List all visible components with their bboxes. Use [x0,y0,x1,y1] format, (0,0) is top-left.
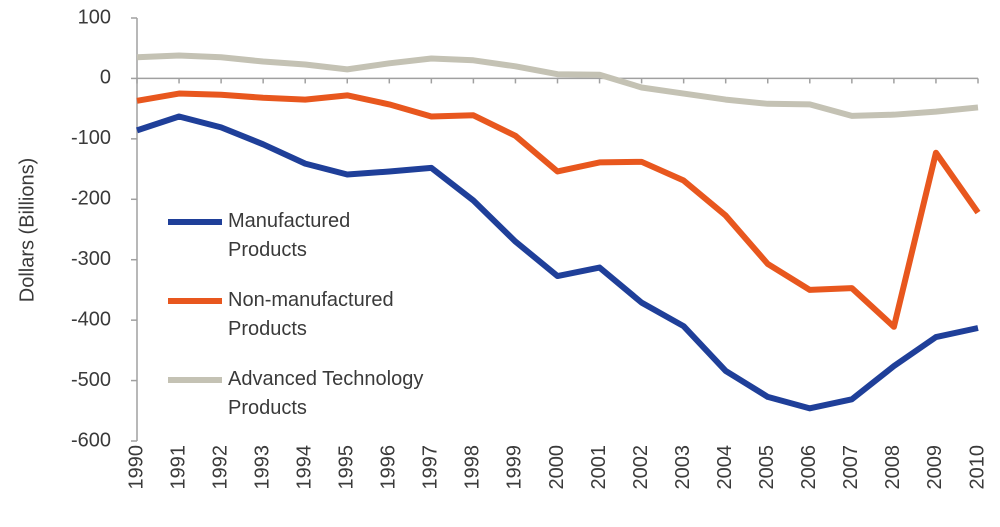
legend-label: Advanced Technology Products [228,368,429,419]
x-tick-label: 1992 [209,445,231,490]
x-tick-label: 1997 [420,445,442,490]
x-tick-label: 2007 [840,445,862,490]
x-tick-label: 1995 [336,445,358,490]
y-tick-label: 100 [78,6,111,28]
x-tick-label: 2004 [714,445,736,490]
y-tick-label: -500 [71,369,111,391]
x-tick-label: 2009 [924,445,946,490]
x-tick-label: 2001 [588,445,610,490]
y-tick-label: -100 [71,127,111,149]
series-line [136,90,981,330]
y-tick-label: -300 [71,248,111,270]
series-line [136,113,979,412]
x-tick-label: 1996 [378,445,400,490]
y-tick-label: -200 [71,188,111,210]
series-line [136,52,979,119]
x-tick-label: 1998 [462,445,484,490]
x-tick-label: 2000 [546,445,568,490]
y-axis-label: Dollars (Billions) [16,158,38,302]
y-tick-label: 0 [100,67,111,89]
legend-label: Manufactured Products [228,210,356,261]
x-tick-label: 1999 [504,445,526,490]
y-tick-label: -400 [71,308,111,330]
x-tick-label: 2006 [798,445,820,490]
x-tick-label: 2002 [630,445,652,490]
x-tick-label: 1994 [293,445,315,490]
y-tick-label: -600 [71,429,111,451]
x-tick-label: 2010 [966,445,988,490]
x-tick-label: 1993 [251,445,273,490]
x-tick-label: 2005 [756,445,778,490]
x-tick-label: 1991 [167,445,189,490]
x-tick-label: 1990 [125,445,147,490]
x-tick-label: 2008 [882,445,904,490]
legend-label: Non-manufactured Products [228,289,399,340]
x-tick-label: 2003 [672,445,694,490]
